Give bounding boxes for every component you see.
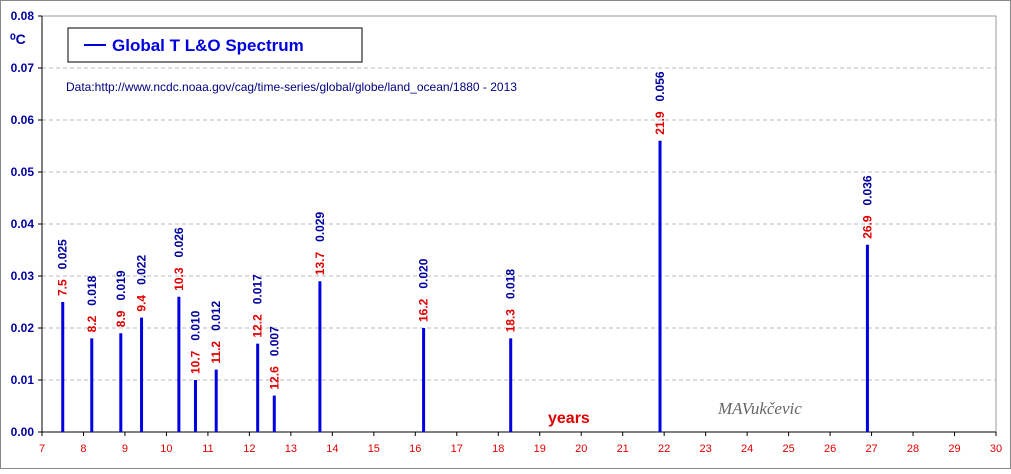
value-label: 0.025: [56, 239, 70, 269]
legend-label: Global T L&O Spectrum: [112, 36, 304, 55]
x-tick-label: 27: [865, 443, 877, 455]
note: Data:http://www.ncdc.noaa.gov/cag/time-s…: [66, 80, 517, 94]
value-label: 0.018: [85, 275, 99, 305]
period-label: 18.3: [504, 309, 518, 333]
x-tick-label: 26: [824, 443, 836, 455]
y-tick-label: 0.01: [11, 373, 35, 387]
x-tick-label: 30: [990, 443, 1002, 455]
x-tick-label: 29: [948, 443, 960, 455]
period-label: 12.2: [251, 314, 265, 338]
x-tick-label: 14: [326, 443, 338, 455]
x-tick-label: 28: [907, 443, 919, 455]
y-tick-label: 0.08: [11, 9, 35, 23]
y-tick-label: 0.04: [11, 217, 35, 231]
y-tick-label: 0.02: [11, 321, 35, 335]
value-label: 0.017: [251, 274, 265, 304]
legend: [67, 27, 363, 63]
period-label: 9.4: [135, 295, 149, 312]
period-label: 21.9: [653, 111, 667, 135]
value-label: 0.020: [417, 258, 431, 288]
x-tick-label: 23: [700, 443, 712, 455]
period-label: 13.7: [313, 252, 327, 276]
y-tick-label: 0.06: [11, 113, 35, 127]
y-tick-label: 0.07: [11, 61, 35, 75]
value-label: 0.056: [653, 71, 667, 101]
period-label: 8.2: [85, 315, 99, 332]
value-label: 0.026: [172, 227, 186, 257]
period-label: 16.2: [417, 298, 431, 322]
x-tick-label: 7: [39, 443, 45, 455]
period-label: 10.3: [172, 267, 186, 291]
y-tick-label: 0.00: [11, 425, 35, 439]
value-label: 0.010: [188, 310, 202, 340]
period-label: 26.9: [860, 215, 874, 239]
x-tick-label: 19: [534, 443, 546, 455]
period-label: 10.7: [188, 350, 202, 374]
x-tick-label: 15: [368, 443, 380, 455]
value-label: 0.012: [209, 301, 223, 331]
value-label: 0.022: [135, 255, 149, 285]
y-unit: ⁰C: [10, 31, 26, 47]
value-label: 0.007: [267, 326, 281, 356]
value-label: 0.018: [504, 269, 518, 299]
value-label: 0.029: [313, 211, 327, 241]
x-tick-label: 20: [575, 443, 587, 455]
x-axis-label: years: [548, 410, 590, 427]
x-tick-label: 16: [409, 443, 421, 455]
x-tick-label: 8: [80, 443, 86, 455]
watermark: MAVukčevic: [717, 399, 802, 418]
period-label: 12.6: [267, 366, 281, 390]
x-tick-label: 9: [122, 443, 128, 455]
period-label: 8.9: [114, 310, 128, 327]
period-label: 7.5: [56, 279, 70, 296]
x-tick-label: 22: [658, 443, 670, 455]
x-tick-label: 12: [243, 443, 255, 455]
x-tick-label: 10: [160, 443, 172, 455]
x-tick-label: 11: [202, 443, 213, 455]
x-tick-label: 21: [617, 443, 629, 455]
x-tick-label: 25: [782, 443, 794, 455]
x-tick-label: 13: [285, 443, 297, 455]
y-tick-label: 0.03: [11, 269, 35, 283]
value-label: 0.019: [114, 270, 128, 300]
y-tick-label: 0.05: [11, 165, 35, 179]
value-label: 0.036: [860, 175, 874, 205]
x-tick-label: 18: [492, 443, 504, 455]
x-tick-label: 24: [741, 443, 753, 455]
period-label: 11.2: [209, 341, 223, 364]
x-tick-label: 17: [451, 443, 463, 455]
